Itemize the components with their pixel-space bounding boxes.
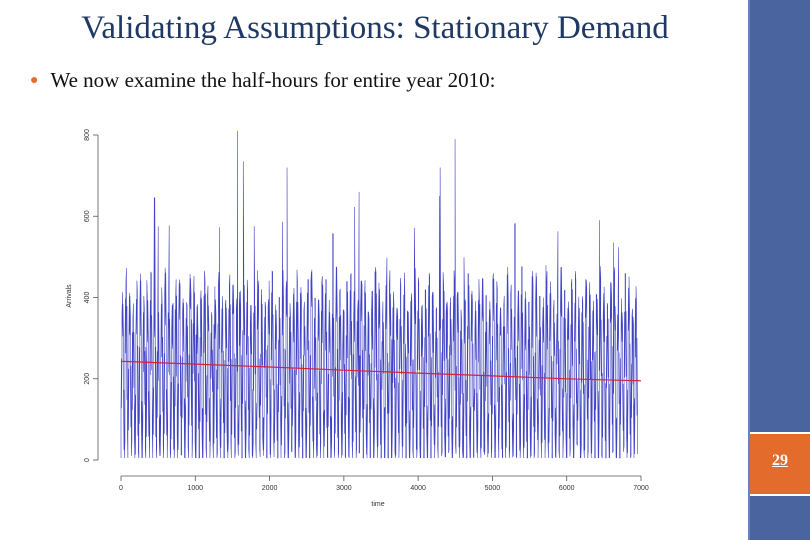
x-tick-label: 0 [119, 485, 123, 492]
page-number: 29 [772, 452, 788, 469]
x-tick-label: 4000 [410, 485, 426, 492]
series-arrivals [120, 130, 638, 459]
bullet-text: We now examine the half-hours for entire… [50, 68, 496, 92]
y-tick-label: 600 [84, 210, 91, 222]
y-tick-label: 800 [84, 129, 91, 141]
trend-line [120, 360, 642, 382]
y-tick-label: 200 [84, 373, 91, 385]
x-tick-label: 5000 [485, 485, 501, 492]
sidebar-divider [748, 0, 750, 540]
x-axis-label: time [371, 501, 384, 508]
arrivals-line [120, 130, 638, 459]
chart-axes: 0 200 400 600 800 0 1000 2000 3000 4000 5000 6000 70… [84, 129, 649, 492]
chart-svg: 0 200 400 600 800 0 1000 2000 3000 4000 5000 6000 70… [66, 129, 649, 508]
x-tick-label: 1000 [187, 485, 203, 492]
page-number-box: 29 [750, 432, 810, 496]
x-tick-label: 3000 [336, 485, 352, 492]
arrivals-chart: 0 200 400 600 800 0 1000 2000 3000 4000 5000 6000 70… [65, 118, 675, 513]
x-tick-label: 2000 [262, 485, 278, 492]
bullet-item: ● We now examine the half-hours for entir… [30, 68, 495, 93]
y-tick-label: 400 [84, 292, 91, 304]
bullet-dot-icon: ● [30, 73, 39, 88]
series-trend [120, 360, 642, 382]
y-tick-label: 0 [84, 458, 91, 462]
x-tick-label: 7000 [633, 485, 649, 492]
slide-title: Validating Assumptions: Stationary Deman… [81, 10, 669, 46]
y-axis-label: Arrivals [66, 284, 73, 308]
x-tick-label: 6000 [559, 485, 575, 492]
